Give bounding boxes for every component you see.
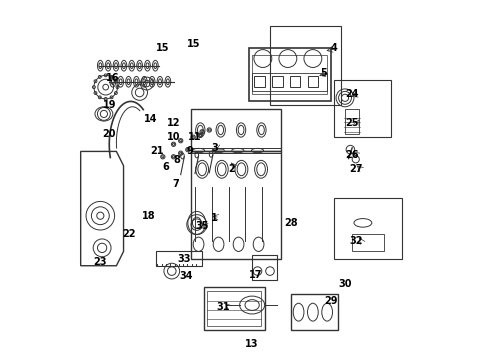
Text: 2: 2 (228, 164, 235, 174)
Text: 28: 28 (285, 218, 298, 228)
Text: 5: 5 (320, 68, 327, 78)
Text: 32: 32 (349, 236, 363, 246)
Text: 1: 1 (211, 212, 218, 222)
Text: 8: 8 (173, 156, 181, 165)
Text: 27: 27 (349, 164, 363, 174)
Text: 10: 10 (167, 132, 180, 142)
Text: 23: 23 (94, 257, 107, 267)
Text: 24: 24 (345, 89, 359, 99)
Text: 7: 7 (172, 179, 179, 189)
Text: 18: 18 (142, 211, 155, 221)
Text: 31: 31 (217, 302, 230, 312)
Text: 21: 21 (151, 147, 164, 157)
Text: 20: 20 (102, 129, 116, 139)
Text: 19: 19 (102, 100, 116, 110)
Text: 13: 13 (245, 339, 259, 349)
Text: 34: 34 (179, 271, 193, 282)
Text: 9: 9 (186, 147, 193, 157)
Text: 14: 14 (144, 114, 157, 124)
Text: 26: 26 (345, 150, 359, 160)
Text: 6: 6 (162, 162, 169, 172)
Text: 29: 29 (324, 296, 338, 306)
Text: 17: 17 (249, 270, 263, 280)
Text: 12: 12 (167, 118, 180, 128)
Text: 30: 30 (338, 279, 352, 289)
Text: 3: 3 (211, 143, 218, 153)
Text: 15: 15 (187, 39, 200, 49)
Text: 25: 25 (345, 118, 359, 128)
Text: 22: 22 (122, 229, 136, 239)
Text: 15: 15 (156, 43, 170, 53)
Text: 33: 33 (177, 253, 191, 264)
Text: 16: 16 (106, 73, 120, 83)
Text: 35: 35 (196, 221, 209, 231)
Text: 11: 11 (188, 132, 202, 142)
Text: 4: 4 (331, 43, 338, 53)
